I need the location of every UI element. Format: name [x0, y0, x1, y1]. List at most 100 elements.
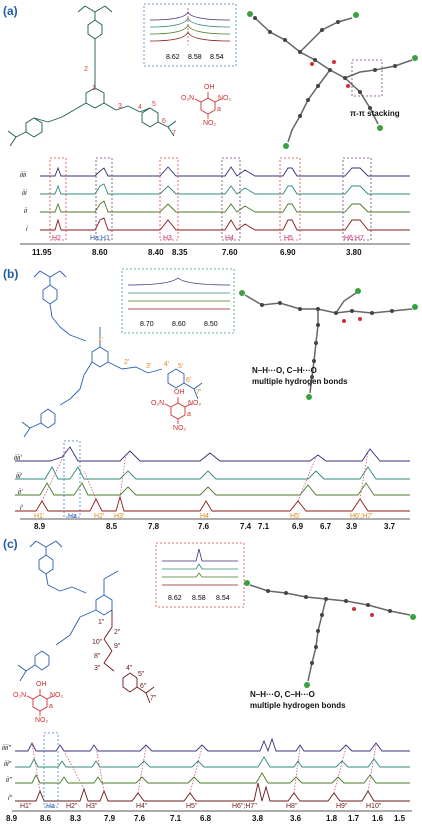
axis-tick: 7.60	[222, 248, 238, 257]
axis-tick: 7.1	[170, 814, 182, 823]
inset-tick: 8.50	[204, 321, 218, 328]
pi-stacking-box	[351, 59, 383, 97]
axis-tick: 7.6	[198, 522, 210, 531]
mol-number: 1"	[98, 619, 105, 626]
panel-label: (a)	[3, 4, 18, 18]
peak-label: H6;H7	[344, 235, 364, 242]
model-cl-atoms	[247, 11, 418, 149]
trace-label: iii	[22, 190, 27, 197]
model-atoms	[266, 589, 392, 665]
panel-b-graphics	[15, 268, 418, 520]
inset-tick: 8.58	[192, 595, 206, 602]
peak-label: H4'	[200, 513, 211, 520]
peak-label: H3	[163, 235, 172, 242]
axis-tick: 11.95	[32, 248, 52, 257]
axis-tick: 1.6	[372, 814, 384, 823]
picric-acid-structure	[194, 92, 222, 119]
hbond-sublabel: multiple hydrogen bonds	[250, 701, 346, 710]
trace-label: ii	[24, 208, 28, 215]
picric-acid-structure	[26, 689, 54, 716]
peak-label: H4	[225, 235, 234, 242]
axis-tick: 6.7	[320, 522, 332, 531]
axis-tick: 6.90	[280, 248, 296, 257]
picric-label: a	[187, 411, 191, 418]
trace-label: ii"	[6, 777, 12, 784]
picric-label: OH	[36, 681, 47, 688]
trace-label: iiii	[20, 172, 27, 179]
picric-label: NO₂	[50, 692, 64, 699]
molecular-model-3d	[254, 17, 413, 143]
peak-label: H1"	[20, 803, 32, 810]
picric-label: O₂N	[181, 95, 195, 102]
picric-label: NO₂	[218, 95, 232, 102]
inset-traces	[127, 277, 231, 310]
mol-number: 7	[172, 130, 176, 137]
picric-label: NO₂	[35, 717, 49, 724]
axis-tick: 7.8	[148, 522, 160, 531]
panel-c-graphics	[12, 540, 416, 812]
mol-number: 2'	[124, 359, 130, 366]
picric-label: a	[217, 106, 221, 113]
mol-number: 5"	[138, 671, 145, 678]
ha-highlight-box	[63, 440, 81, 518]
model-o-atoms	[310, 60, 350, 88]
peak-label: H3"	[86, 803, 98, 810]
axis-tick: 8.3	[70, 814, 82, 823]
inset-tick: 8.60	[172, 321, 186, 328]
trace-label: iiii'	[14, 455, 22, 462]
axis-tick: 3.6	[290, 814, 302, 823]
mol-number: 4"	[126, 665, 133, 672]
mol-number: 4	[138, 104, 142, 111]
trace-label: i	[26, 226, 28, 233]
axis-tick: 7.4	[240, 522, 252, 531]
axis-tick: 7.6	[134, 814, 146, 823]
mol-number: 7"	[150, 695, 157, 702]
inset-tick: 8.58	[188, 54, 202, 61]
axis-tick: 3.80	[346, 248, 362, 257]
picric-label: O₂N	[13, 692, 27, 699]
peak-label: H2	[52, 235, 61, 242]
panel-a: (a)	[0, 0, 422, 265]
trace-label: i"	[8, 795, 13, 802]
peak-label: H5"	[186, 803, 198, 810]
trace-label: iiii"	[2, 745, 11, 752]
inset-traces	[162, 548, 238, 586]
peak-label: H3'	[114, 513, 125, 520]
mol-number: 3	[118, 103, 122, 110]
trace-label: iii'	[16, 473, 23, 480]
axis-tick: 8.9	[6, 814, 18, 823]
picric-label: NO₂	[173, 425, 187, 432]
axis-tick: 3.9	[346, 522, 358, 531]
peak-label: H8"	[286, 803, 298, 810]
peak-label: H1'	[34, 513, 45, 520]
mol-number: 2	[84, 66, 88, 73]
picric-label: OH	[174, 389, 185, 396]
panel-label: (b)	[3, 267, 19, 281]
mol-number: 6	[162, 118, 166, 125]
axis-tick: 3.7	[384, 522, 396, 531]
mol-number: 1'	[98, 337, 104, 344]
axis-tick: 1.5	[394, 814, 406, 823]
inset-traces	[149, 8, 231, 45]
peak-label: H5'	[290, 513, 301, 520]
mol-number: 4'	[164, 361, 170, 368]
inset-tick: 8.54	[216, 595, 230, 602]
spectrum-traces	[15, 446, 410, 512]
picric-label: O₂N	[151, 400, 165, 407]
inset-box	[143, 3, 237, 67]
molecule-structure	[7, 5, 177, 147]
inset-box	[121, 268, 235, 334]
panel-label: (c)	[3, 537, 18, 551]
trace-label: iii"	[4, 761, 12, 768]
mol-number: 6"	[140, 683, 147, 690]
model-o-atoms	[342, 317, 362, 323]
trace-label: i'	[20, 505, 23, 512]
inset-tick: 8.62	[166, 54, 180, 61]
inset-tick: 8.54	[210, 54, 224, 61]
inset-tick: 8.70	[140, 321, 154, 328]
peak-label: H10"	[366, 803, 382, 810]
axis-tick: 3.8	[252, 814, 264, 823]
molecular-model-3d	[249, 584, 411, 682]
axis-tick: 6.9	[292, 522, 304, 531]
mol-number: 1	[92, 85, 96, 92]
